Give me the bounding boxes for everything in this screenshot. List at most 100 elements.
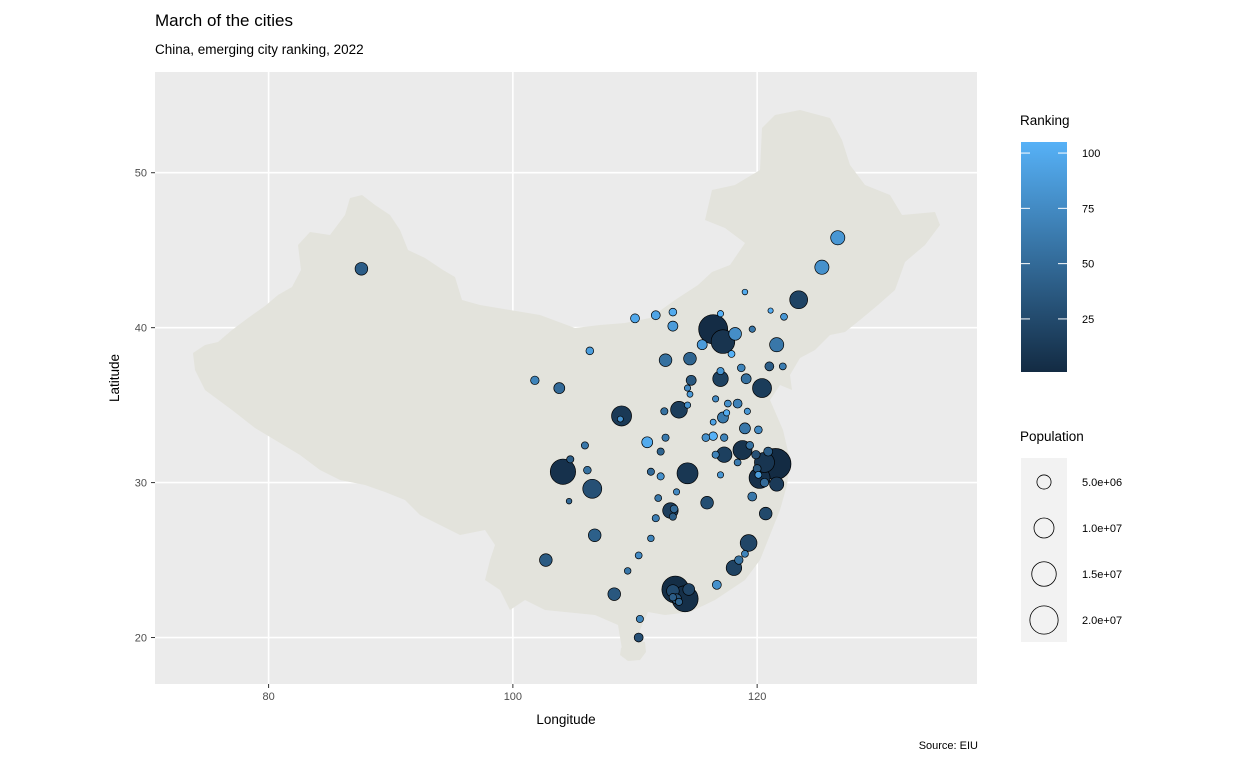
y-axis-title: Latitude — [107, 354, 122, 402]
city-point — [676, 462, 699, 485]
y-axis-tick-label: 30 — [135, 478, 147, 490]
city-point — [716, 310, 725, 318]
city-point — [737, 363, 746, 373]
city-point — [656, 447, 665, 456]
city-point — [565, 497, 573, 505]
color-legend-bar — [1021, 142, 1067, 372]
city-point — [720, 433, 729, 442]
city-point — [684, 401, 692, 409]
color-legend: Ranking 25 50 75 100 — [1020, 113, 1100, 372]
city-point — [651, 514, 660, 523]
city-point — [763, 446, 773, 457]
city-point — [780, 312, 788, 321]
city-point — [830, 230, 846, 246]
size-legend-key — [1031, 561, 1057, 587]
city-point — [585, 346, 595, 356]
chart-subtitle: China, emerging city ranking, 2022 — [155, 42, 364, 57]
city-point — [778, 362, 787, 371]
city-point — [630, 313, 640, 324]
city-point — [675, 597, 683, 606]
city-point — [745, 441, 755, 450]
city-point — [566, 455, 575, 464]
city-point — [682, 583, 696, 596]
chart-title: March of the cities — [155, 11, 293, 30]
city-point — [732, 398, 743, 409]
city-point — [660, 407, 669, 416]
city-point — [539, 553, 553, 567]
city-point — [709, 418, 717, 426]
size-legend: Population 5.0e+06 1.0e+07 1.5e+07 2.0e+07 — [1020, 429, 1122, 642]
city-point — [701, 433, 711, 442]
city-point — [582, 478, 603, 499]
city-point — [624, 567, 632, 575]
hainan-island — [620, 640, 646, 661]
city-point — [759, 477, 770, 488]
city-point — [530, 375, 540, 385]
city-point — [759, 506, 773, 521]
city-point — [617, 415, 624, 423]
city-point — [728, 327, 742, 341]
color-legend-label: 75 — [1082, 203, 1094, 215]
size-legend-label: 5.0e+06 — [1082, 477, 1122, 489]
size-legend-label: 2.0e+07 — [1082, 615, 1122, 627]
city-points — [354, 230, 846, 643]
size-legend-title: Population — [1020, 429, 1084, 444]
city-point — [712, 580, 722, 590]
size-legend-label: 1.0e+07 — [1082, 523, 1122, 535]
city-point — [635, 614, 644, 623]
city-point — [656, 472, 665, 481]
city-point — [767, 307, 774, 314]
city-point — [754, 425, 763, 435]
city-point — [634, 551, 643, 560]
city-point — [696, 339, 708, 351]
color-legend-label: 25 — [1082, 314, 1094, 326]
color-legend-title: Ranking — [1020, 113, 1070, 128]
city-point — [724, 399, 732, 408]
city-point — [667, 320, 679, 332]
city-point — [734, 555, 744, 565]
x-axis-title: Longitude — [536, 712, 595, 727]
city-point — [739, 422, 751, 435]
x-axis-tick-label: 120 — [748, 691, 766, 703]
city-point — [684, 384, 692, 392]
size-legend-key — [1033, 517, 1055, 539]
color-legend-label: 100 — [1082, 148, 1100, 160]
city-point — [712, 395, 720, 403]
color-legend-label: 50 — [1082, 259, 1094, 271]
city-point — [752, 378, 772, 398]
size-legend-key — [1029, 605, 1059, 635]
city-point — [723, 409, 731, 417]
city-point — [700, 496, 714, 510]
city-point — [751, 450, 761, 460]
city-point — [580, 441, 589, 450]
axes: 80 100 120 20 30 40 50 — [135, 168, 767, 703]
size-legend-label: 1.5e+07 — [1082, 569, 1122, 581]
city-point — [354, 262, 369, 276]
city-point — [668, 307, 678, 317]
city-point — [670, 401, 688, 419]
city-point — [685, 374, 697, 386]
x-axis-tick-label: 80 — [262, 691, 274, 703]
city-point — [553, 382, 566, 394]
city-point — [668, 512, 677, 521]
city-point — [727, 350, 736, 358]
color-legend-ticks: 25 50 75 100 — [1021, 148, 1100, 326]
size-legend-background — [1021, 458, 1067, 642]
city-point — [716, 367, 725, 375]
city-point — [769, 337, 785, 353]
city-point — [741, 288, 749, 296]
city-point — [661, 433, 670, 442]
city-point — [747, 491, 758, 502]
china-landmass — [193, 110, 940, 658]
city-point — [669, 504, 679, 514]
city-point — [740, 373, 752, 385]
city-point — [686, 390, 694, 398]
y-axis-tick-label: 40 — [135, 323, 147, 335]
city-point — [650, 310, 661, 321]
city-point — [633, 632, 644, 643]
city-point — [607, 587, 621, 601]
city-point — [646, 467, 655, 476]
city-point — [641, 436, 654, 449]
city-point — [764, 361, 775, 372]
